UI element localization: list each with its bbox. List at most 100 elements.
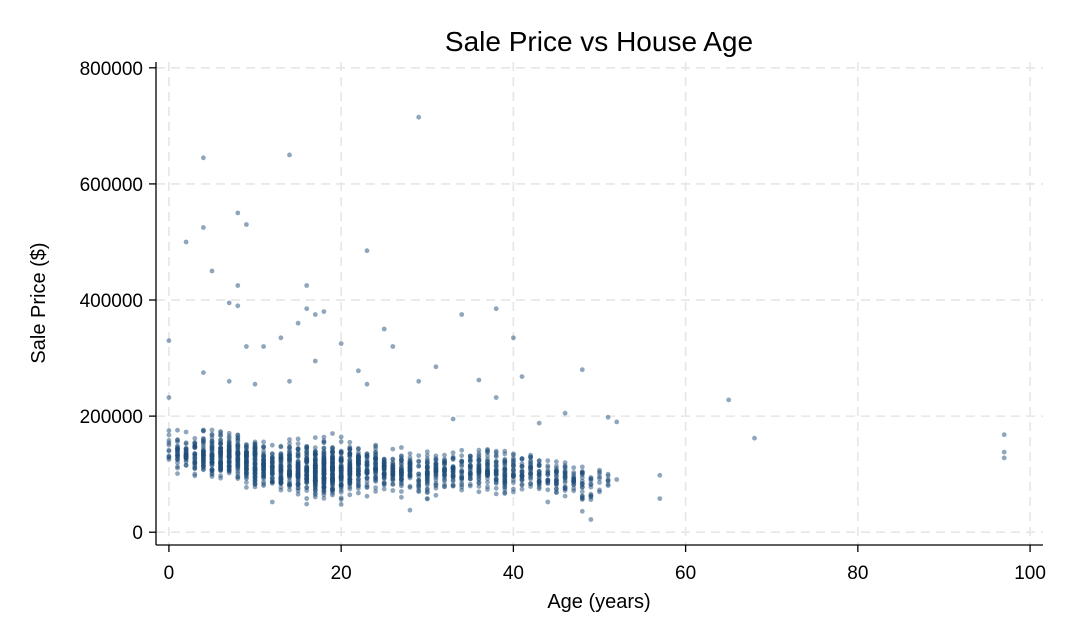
data-point: [485, 479, 490, 485]
data-point: [321, 457, 327, 462]
data-point: [175, 471, 180, 476]
data-point: [467, 471, 473, 476]
data-point: [588, 517, 594, 522]
data-point: [605, 414, 611, 420]
data-point: [562, 470, 568, 475]
data-point: [321, 449, 327, 455]
data-point: [278, 463, 284, 469]
data-point: [269, 459, 275, 465]
data-point: [166, 432, 172, 438]
data-point: [364, 453, 370, 458]
data-point: [424, 460, 430, 466]
data-point: [614, 419, 620, 425]
data-point: [209, 472, 215, 477]
data-point: [536, 472, 542, 478]
data-point: [330, 480, 335, 486]
y-tick-label: 800000: [80, 59, 143, 80]
data-point: [287, 448, 292, 454]
data-point: [235, 210, 241, 216]
data-point: [330, 453, 335, 459]
data-point: [399, 470, 404, 476]
data-point: [312, 358, 318, 364]
data-point: [312, 457, 318, 462]
data-point: [218, 445, 224, 451]
data-point: [450, 450, 456, 456]
data-point: [338, 448, 344, 454]
data-point: [588, 491, 594, 497]
data-point: [433, 364, 439, 370]
data-point: [235, 283, 241, 288]
data-point: [338, 341, 344, 346]
x-tick-label: 100: [1014, 563, 1046, 584]
data-point: [554, 459, 559, 465]
data-point: [287, 465, 292, 471]
data-point: [536, 458, 542, 464]
data-point: [175, 457, 180, 463]
data-point: [226, 300, 232, 306]
data-point: [502, 480, 508, 486]
data-point: [476, 377, 482, 383]
data-point: [390, 476, 396, 482]
data-point: [554, 486, 559, 492]
data-point: [261, 458, 266, 463]
data-point: [269, 451, 275, 457]
data-point: [373, 485, 378, 491]
data-point: [502, 448, 508, 454]
data-point: [209, 454, 215, 459]
data-point: [493, 485, 499, 491]
data-point: [201, 448, 206, 454]
data-point: [416, 114, 422, 120]
data-point: [1001, 432, 1007, 438]
data-point: [597, 487, 602, 493]
data-point: [657, 472, 663, 478]
data-point: [416, 378, 422, 384]
data-point: [278, 477, 284, 483]
y-tick-label: 600000: [80, 175, 143, 196]
data-point: [442, 456, 447, 462]
data-point: [244, 485, 249, 490]
data-point: [381, 326, 387, 332]
data-point: [485, 470, 490, 476]
data-point: [312, 312, 318, 317]
data-point: [588, 476, 594, 481]
data-point: [424, 456, 430, 462]
data-point: [304, 496, 310, 501]
data-point: [476, 480, 482, 485]
data-point: [545, 472, 551, 478]
data-point: [407, 465, 413, 471]
data-point: [424, 481, 430, 486]
data-point: [321, 439, 327, 445]
data-point: [407, 473, 413, 479]
data-point: [467, 481, 473, 487]
data-point: [433, 485, 439, 491]
data-point: [364, 381, 370, 387]
data-point: [287, 487, 292, 493]
data-point: [597, 476, 602, 481]
data-point: [381, 482, 387, 488]
data-point: [295, 460, 301, 466]
data-point: [579, 482, 585, 488]
data-point: [295, 482, 301, 488]
data-point: [381, 458, 387, 464]
data-point: [433, 473, 439, 478]
data-point: [278, 471, 284, 477]
data-point: [312, 488, 318, 494]
data-point: [528, 467, 533, 473]
data-point: [562, 474, 568, 480]
data-point: [450, 416, 456, 422]
data-point: [511, 335, 516, 341]
data-point: [183, 453, 189, 458]
data-point: [175, 427, 180, 433]
data-point: [166, 338, 172, 344]
data-point: [235, 435, 241, 441]
data-point: [252, 472, 258, 478]
data-point: [519, 486, 525, 492]
data-point: [416, 477, 422, 483]
data-point: [330, 472, 335, 478]
data-point: [192, 436, 198, 441]
data-point: [399, 494, 404, 500]
data-point: [183, 445, 189, 451]
data-point: [235, 303, 241, 309]
data-point: [450, 482, 456, 487]
